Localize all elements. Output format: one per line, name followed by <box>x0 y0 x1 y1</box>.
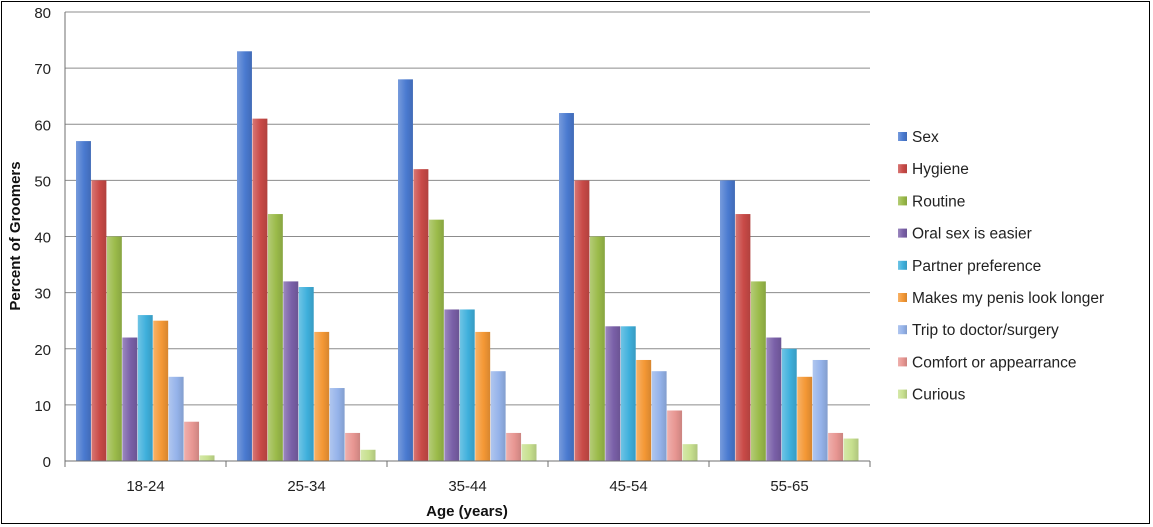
bar-comfort-or-appearrance-45-54 <box>667 410 683 461</box>
bar-comfort-or-appearrance-25-34 <box>345 432 361 461</box>
x-tick-label: 45-54 <box>609 478 647 495</box>
bar-hygiene-55-65 <box>735 214 751 461</box>
legend-swatch <box>898 196 907 206</box>
bar-trip-to-doctor-surgery-18-24 <box>168 376 184 461</box>
y-tick-label: 70 <box>34 61 51 78</box>
legend-swatch <box>898 164 907 174</box>
bar-sex-25-34 <box>237 51 252 461</box>
bar-curious-25-34 <box>360 449 376 461</box>
bar-curious-35-44 <box>521 444 537 461</box>
bars <box>76 51 859 462</box>
bar-oral-sex-is-easier-25-34 <box>283 281 299 461</box>
bar-comfort-or-appearrance-35-44 <box>506 432 522 461</box>
bar-partner-preference-45-54 <box>620 326 636 461</box>
bar-makes-my-penis-look-longer-35-44 <box>475 331 491 461</box>
legend-swatch <box>898 260 907 270</box>
x-tick-labels: 18-24 25-34 35-44 45-54 55-65 <box>126 478 808 495</box>
axes <box>64 12 871 467</box>
bar-makes-my-penis-look-longer-25-34 <box>314 331 330 461</box>
legend-label: Curious <box>912 387 966 404</box>
bar-routine-45-54 <box>589 236 605 461</box>
bar-hygiene-25-34 <box>252 118 268 461</box>
y-tick-label: 30 <box>34 286 51 303</box>
legend-swatch <box>898 132 907 141</box>
legend-swatch <box>898 325 907 335</box>
bar-partner-preference-35-44 <box>459 309 475 461</box>
bar-hygiene-18-24 <box>91 180 107 461</box>
legend-label: Comfort or appearrance <box>912 354 1077 371</box>
legend-swatch <box>898 228 907 238</box>
y-tick-label: 0 <box>43 454 51 471</box>
bar-oral-sex-is-easier-55-65 <box>766 337 782 461</box>
bar-oral-sex-is-easier-18-24 <box>122 337 138 461</box>
bar-routine-25-34 <box>267 214 283 461</box>
legend: Sex Hygiene Routine Oral sex is easier Partn… <box>898 129 1104 404</box>
bar-hygiene-35-44 <box>413 169 429 461</box>
y-axis-title: Percent of Groomers <box>7 161 24 310</box>
bar-comfort-or-appearrance-55-65 <box>828 432 844 461</box>
x-axis-title: Age (years) <box>426 503 508 520</box>
legend-label: Hygiene <box>912 161 969 178</box>
y-tick-labels: 0 10 20 30 40 50 60 70 80 <box>34 5 51 471</box>
bar-routine-18-24 <box>106 236 122 461</box>
y-tick-label: 20 <box>34 342 51 359</box>
bar-routine-35-44 <box>428 219 444 461</box>
bar-makes-my-penis-look-longer-18-24 <box>153 320 169 461</box>
y-tick-label: 50 <box>34 173 51 190</box>
bar-makes-my-penis-look-longer-55-65 <box>797 376 813 461</box>
bar-sex-45-54 <box>559 113 574 462</box>
x-tick-label: 18-24 <box>126 478 164 495</box>
bar-sex-35-44 <box>398 79 413 461</box>
y-tick-label: 60 <box>34 117 51 134</box>
bar-partner-preference-18-24 <box>137 315 153 461</box>
bar-trip-to-doctor-surgery-35-44 <box>490 371 506 461</box>
y-tick-label: 80 <box>34 5 51 22</box>
legend-swatch <box>898 389 907 399</box>
legend-label: Partner preference <box>912 258 1041 275</box>
bar-sex-55-65 <box>720 180 735 461</box>
legend-label: Trip to doctor/surgery <box>912 322 1059 339</box>
bar-trip-to-doctor-surgery-55-65 <box>812 359 828 461</box>
legend-swatch <box>898 293 907 302</box>
bar-makes-my-penis-look-longer-45-54 <box>636 359 652 461</box>
bar-trip-to-doctor-surgery-25-34 <box>329 388 345 461</box>
bar-hygiene-45-54 <box>574 180 590 461</box>
legend-label: Routine <box>912 193 965 210</box>
x-tick-label: 55-65 <box>770 478 808 495</box>
y-tick-label: 40 <box>34 230 51 247</box>
bar-oral-sex-is-easier-45-54 <box>605 326 621 461</box>
bar-sex-18-24 <box>76 141 91 461</box>
bar-oral-sex-is-easier-35-44 <box>444 309 460 461</box>
bar-trip-to-doctor-surgery-45-54 <box>651 371 667 461</box>
y-tick-label: 10 <box>34 398 51 415</box>
legend-swatch <box>898 357 907 367</box>
x-tick-label: 35-44 <box>448 478 486 495</box>
legend-label: Makes my penis look longer <box>912 290 1104 307</box>
bar-curious-18-24 <box>199 455 215 461</box>
legend-label: Oral sex is easier <box>912 226 1032 243</box>
bar-routine-55-65 <box>750 281 766 461</box>
x-tick-label: 25-34 <box>287 478 325 495</box>
bar-comfort-or-appearrance-18-24 <box>184 421 200 461</box>
bar-partner-preference-25-34 <box>298 287 314 461</box>
legend-label: Sex <box>912 129 939 146</box>
bar-curious-45-54 <box>682 444 698 461</box>
bar-curious-55-65 <box>843 438 859 461</box>
bar-partner-preference-55-65 <box>781 348 797 461</box>
